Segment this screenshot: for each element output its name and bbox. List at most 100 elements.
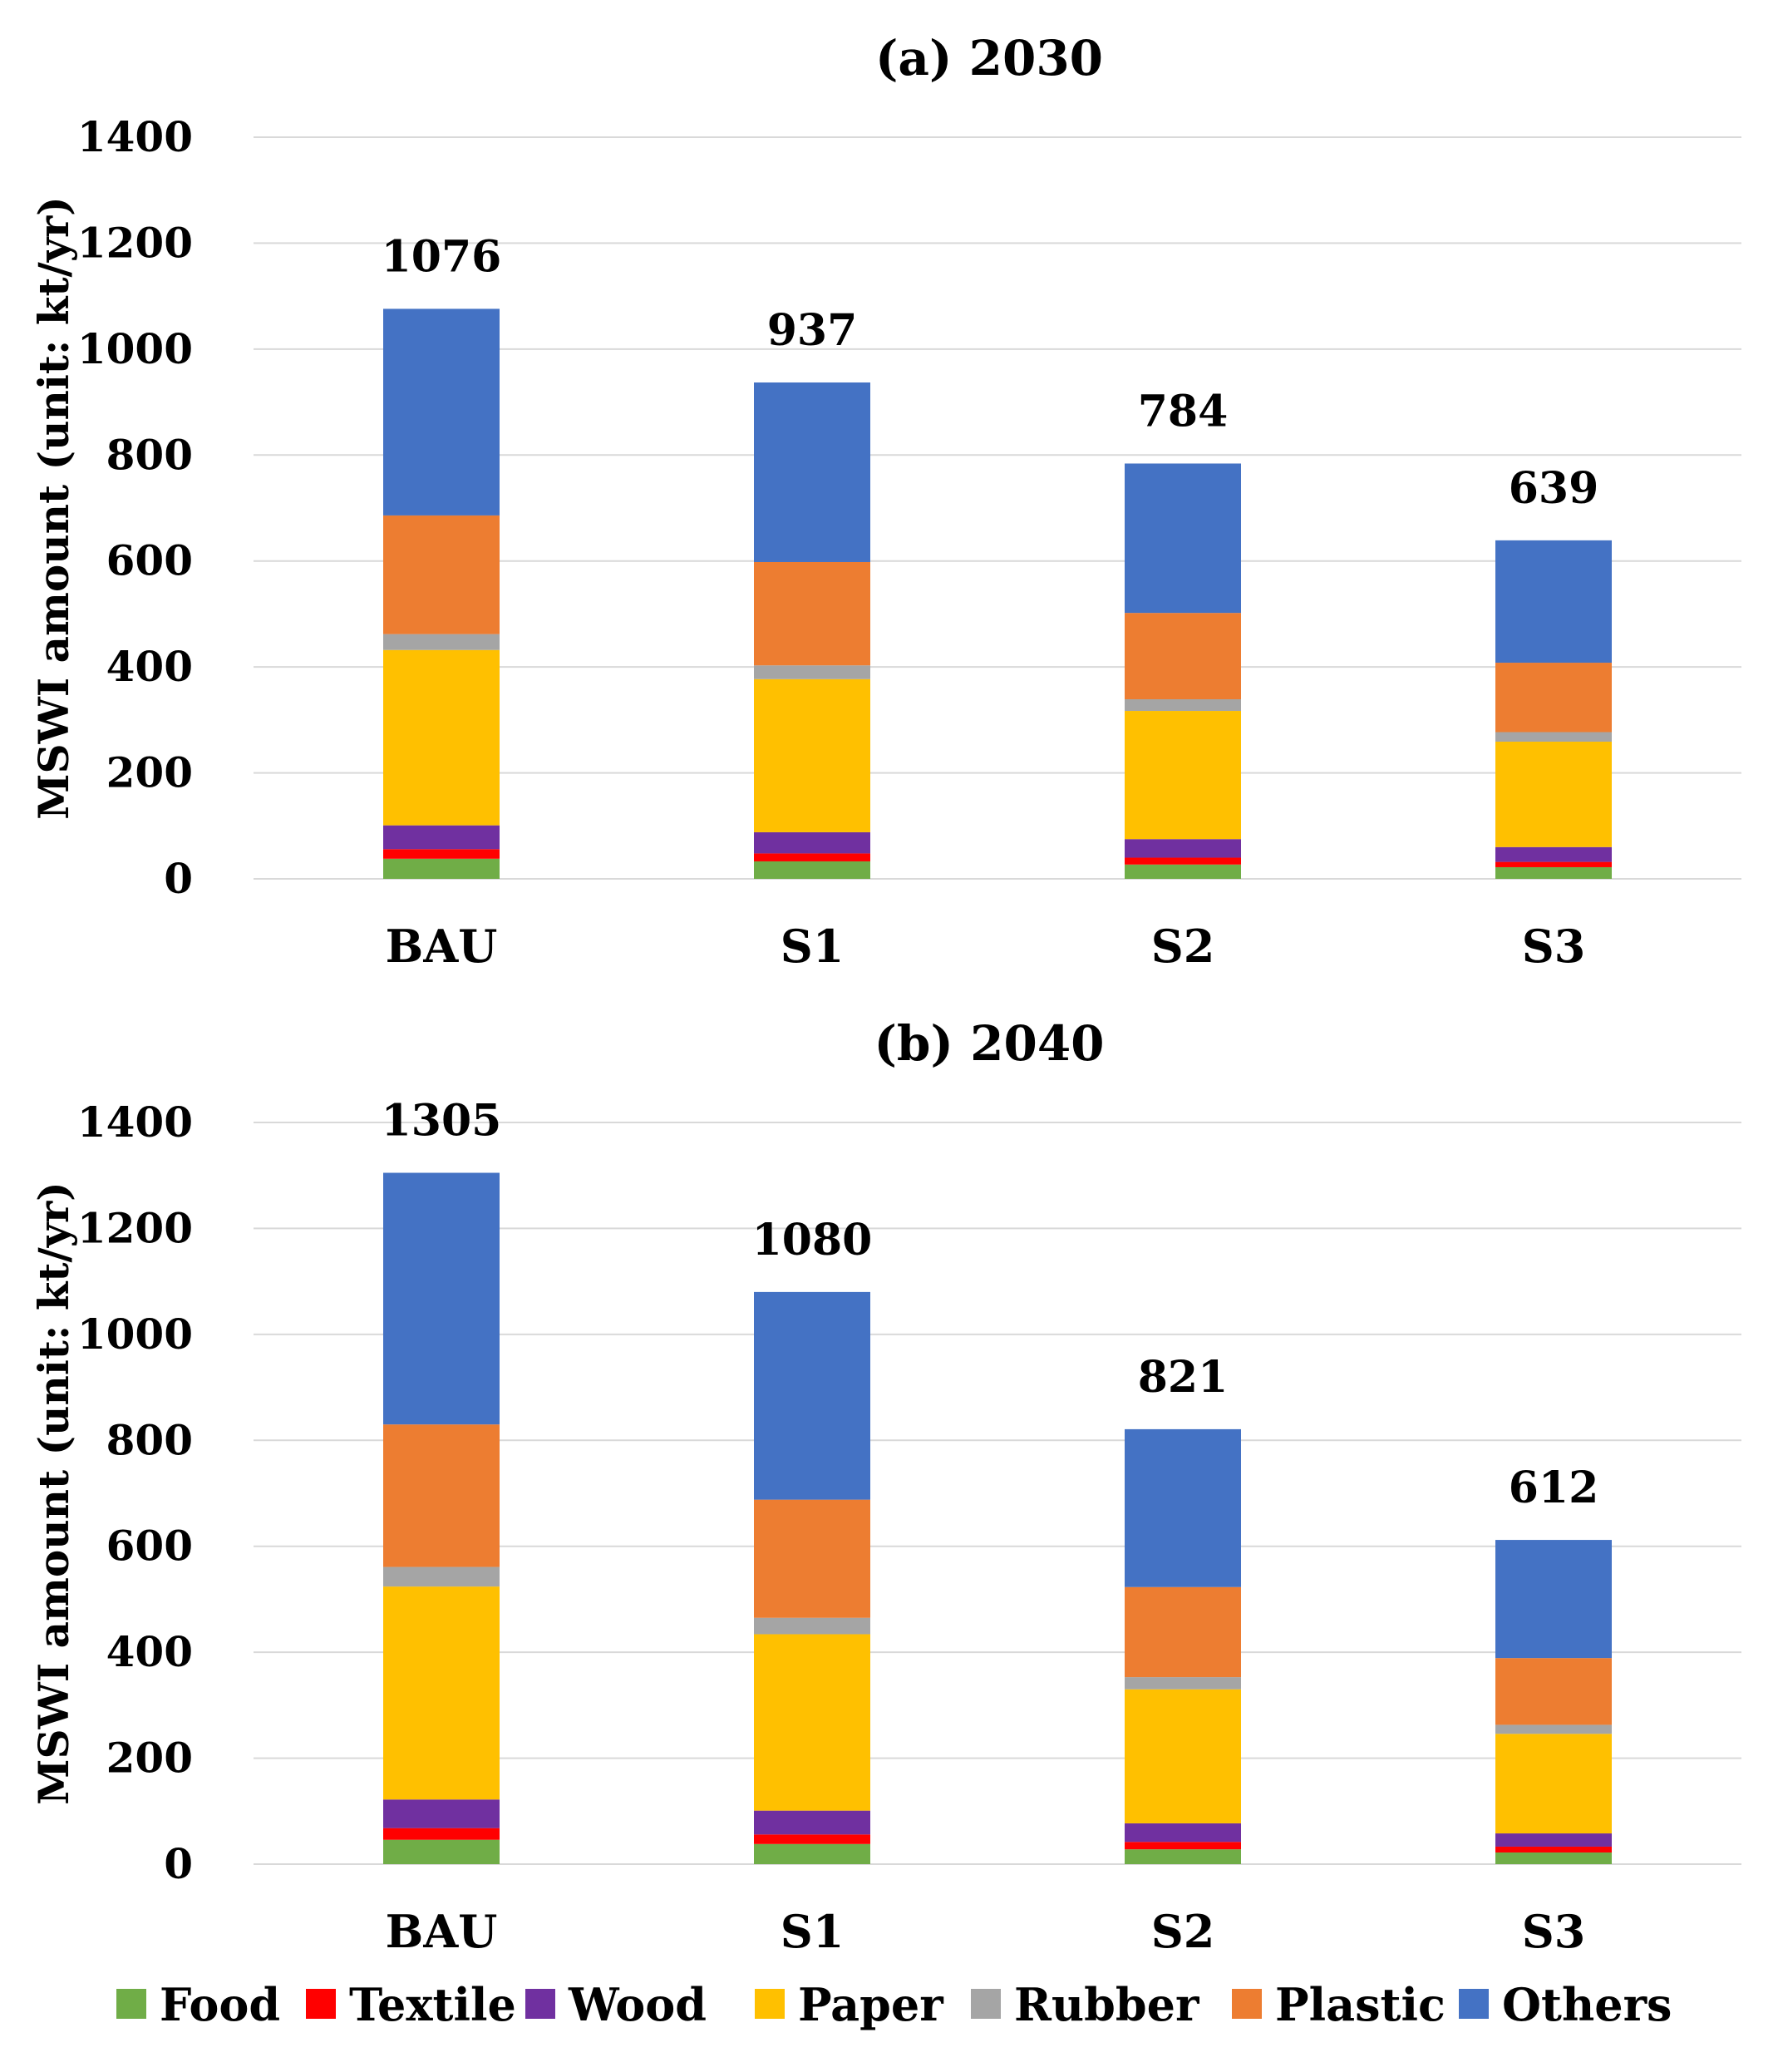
panel-b-bar-s3-others (1495, 1540, 1612, 1659)
legend-swatch-textile (306, 1989, 336, 2019)
panel-b-bar-s1-wood (754, 1810, 870, 1835)
panel-b-bar-s2-plastic (1125, 1586, 1241, 1678)
panel-a-bar-s2-paper (1125, 711, 1241, 840)
panel-b-y-axis-label: MSWI amount (unit: kt/yr) (29, 1182, 78, 1805)
panel-a-y-tick-label-800: 800 (106, 430, 193, 479)
panel-a-y-tick-label-1400: 1400 (77, 112, 193, 161)
panel-a-bar-bau-food (383, 858, 500, 879)
panel-a-bar-bau-wood (383, 825, 500, 850)
panel-b-y-tick-label-1000: 1000 (77, 1310, 193, 1359)
panel-a-bar-s2-rubber (1125, 699, 1241, 712)
panel-a-y-tick-label-400: 400 (106, 642, 193, 691)
panel-b-bar-s2-food (1125, 1849, 1241, 1864)
legend-label-rubber: Rubber (1014, 1978, 1199, 2031)
panel-b-bar-bau-others (383, 1172, 500, 1425)
panel-b-y-tick-label-1400: 1400 (77, 1098, 193, 1147)
panel-a-bar-s3-others (1495, 540, 1612, 664)
panel-a-bar-s3-textile (1495, 861, 1612, 867)
panel-a-x-tick-label-s3: S3 (1522, 920, 1586, 973)
panel-a-bar-s3-rubber (1495, 732, 1612, 742)
panel-a-bar-s1-textile (754, 853, 870, 861)
panel-b-total-label-s2: 821 (1138, 1352, 1229, 1403)
panel-a-bar-s1-paper (754, 678, 870, 832)
panel-a-bar-bau-others (383, 308, 500, 516)
panel-a-y-tick-label-0: 0 (164, 854, 193, 903)
panel-a-y-axis-label: MSWI amount (unit: kt/yr) (29, 196, 78, 820)
legend-swatch-food (116, 1989, 146, 2019)
panel-b-total-label-s1: 1080 (752, 1215, 873, 1265)
panel-b-bar-s2-paper (1125, 1689, 1241, 1823)
panel-a-bar-bau-rubber (383, 634, 500, 650)
panel-b-bar-bau-plastic (383, 1424, 500, 1567)
panel-a-bar-s2-others (1125, 463, 1241, 614)
panel-b-y-tick-label-200: 200 (106, 1734, 193, 1783)
panel-a-total-label-s2: 784 (1138, 386, 1229, 437)
panel-b-chart-title: (b) 2040 (874, 1015, 1104, 1072)
panel-a-bar-bau-paper (383, 649, 500, 826)
panel-a-bar-s2-food (1125, 864, 1241, 879)
panel-a-bar-s1-rubber (754, 665, 870, 679)
panel-a-bar-s3-plastic (1495, 663, 1612, 733)
panel-b-bar-s1-plastic (754, 1499, 870, 1618)
panel-b-bar-s1-paper (754, 1634, 870, 1811)
panel-a-bar-bau-plastic (383, 515, 500, 634)
panel-a-bar-s2-wood (1125, 839, 1241, 858)
legend-label-wood: Wood (568, 1978, 707, 2031)
panel-b-y-tick-label-600: 600 (106, 1522, 193, 1571)
panel-b-bar-s2-wood (1125, 1823, 1241, 1843)
panel-a-bar-bau-textile (383, 849, 500, 859)
panel-a-y-tick-label-200: 200 (106, 748, 193, 797)
panel-a-chart-title: (a) 2030 (875, 30, 1103, 86)
legend-swatch-paper (755, 1989, 785, 2019)
panel-b-bar-s3-plastic (1495, 1658, 1612, 1725)
panel-b-bar-bau-wood (383, 1799, 500, 1828)
panel-b-bar-s2-textile (1125, 1842, 1241, 1850)
panel-b-bar-s3-textile (1495, 1846, 1612, 1852)
legend-swatch-rubber (971, 1989, 1001, 2019)
panel-b-bar-s3-food (1495, 1852, 1612, 1864)
panel-a-bar-s1-others (754, 382, 870, 562)
panel-b-total-label-bau: 1305 (382, 1096, 502, 1147)
legend-label-others: Others (1502, 1978, 1672, 2031)
panel-a-total-label-s1: 937 (767, 305, 858, 356)
panel-a-bar-s1-wood (754, 831, 870, 854)
panel-a-x-tick-label-s2: S2 (1151, 920, 1215, 973)
panel-b-x-tick-label-bau: BAU (386, 1905, 498, 1958)
panel-a-x-tick-label-s1: S1 (781, 920, 845, 973)
panel-b-x-tick-label-s2: S2 (1151, 1905, 1215, 1958)
panel-a-y-tick-label-600: 600 (106, 536, 193, 585)
panel-b-total-label-s3: 612 (1509, 1463, 1599, 1513)
panel-b-y-tick-label-400: 400 (106, 1627, 193, 1676)
panel-b-bar-s3-paper (1495, 1734, 1612, 1834)
panel-b-bar-bau-textile (383, 1828, 500, 1840)
panel-a-y-tick-label-1000: 1000 (77, 324, 193, 373)
panel-a-bar-s3-paper (1495, 741, 1612, 847)
panel-a-total-label-bau: 1076 (382, 231, 502, 282)
panel-a-bar-s3-food (1495, 866, 1612, 879)
panel-b-bar-bau-rubber (383, 1566, 500, 1587)
panel-b-y-tick-label-0: 0 (164, 1839, 193, 1888)
panel-b-bar-s1-textile (754, 1834, 870, 1844)
legend-label-plastic: Plastic (1275, 1978, 1446, 2031)
panel-a-y-tick-label-1200: 1200 (77, 218, 193, 267)
panel-b-y-tick-label-1200: 1200 (77, 1203, 193, 1252)
panel-b-bar-s1-others (754, 1291, 870, 1500)
panel-b-x-tick-label-s3: S3 (1522, 1905, 1586, 1958)
panel-b-bar-s2-others (1125, 1428, 1241, 1587)
legend-swatch-wood (525, 1989, 555, 2019)
panel-b-bar-bau-paper (383, 1586, 500, 1800)
panel-b-y-tick-label-800: 800 (106, 1415, 193, 1464)
legend-label-textile: Textile (349, 1978, 516, 2031)
legend-label-paper: Paper (798, 1978, 943, 2031)
panel-a-total-label-s3: 639 (1509, 463, 1599, 514)
panel-b-bar-s1-rubber (754, 1617, 870, 1635)
panel-b-bar-s3-wood (1495, 1833, 1612, 1847)
legend-swatch-plastic (1232, 1989, 1262, 2019)
panel-a-bar-s1-food (754, 861, 870, 879)
panel-b-x-tick-label-s1: S1 (781, 1905, 845, 1958)
panel-b-bar-s2-rubber (1125, 1677, 1241, 1690)
panel-b-bar-s1-food (754, 1843, 870, 1864)
legend-label-food: Food (160, 1978, 280, 2031)
